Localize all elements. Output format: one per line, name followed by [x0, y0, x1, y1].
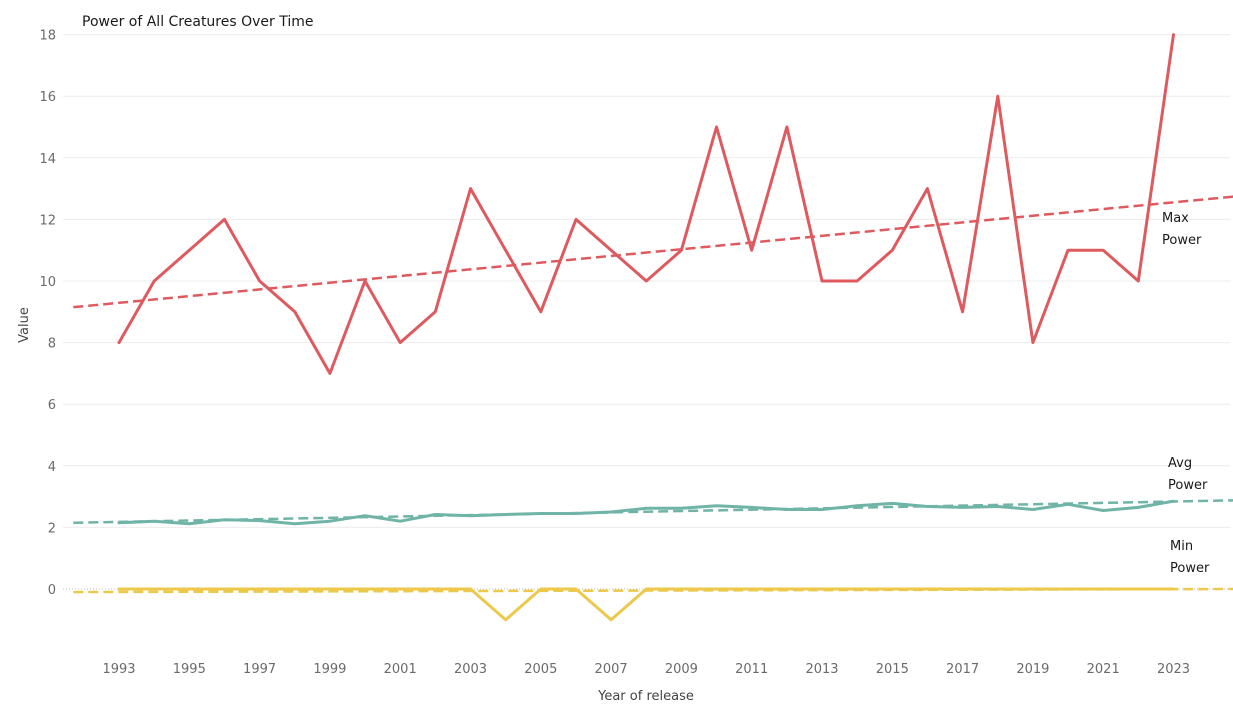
x-axis-ticks: 1993 1995 1997 1999 2001 2003 2005 2007 2009 2011…: [102, 662, 1190, 677]
x-tick-label-2013: 2013: [805, 662, 838, 677]
series-label-min-power: Min Power: [1170, 539, 1210, 576]
series-lines: [117, 33, 1175, 622]
x-tick-label-2001: 2001: [384, 662, 417, 677]
y-tick-label-18: 18: [39, 29, 56, 44]
x-tick-label-2017: 2017: [946, 662, 979, 677]
trendline-avg-power: [73, 499, 1233, 525]
x-tick-label-2003: 2003: [454, 662, 487, 677]
y-axis-ticks: 18 16 14 12 10 8 6 4 2 0: [39, 29, 56, 598]
trendlines: [73, 195, 1233, 594]
y-tick-label-8: 8: [48, 337, 56, 352]
y-tick-label-2: 2: [48, 521, 56, 536]
x-tick-label-2023: 2023: [1157, 662, 1190, 677]
series-line-avg-power: [117, 499, 1175, 526]
y-axis-title: Value: [17, 307, 32, 343]
x-tick-label-2019: 2019: [1016, 662, 1049, 677]
x-tick-label-1997: 1997: [243, 662, 276, 677]
series-line-max-power: [117, 33, 1175, 375]
series-label-max-power: Max Power: [1162, 211, 1202, 248]
x-tick-label-1993: 1993: [102, 662, 135, 677]
x-tick-label-1999: 1999: [313, 662, 346, 677]
trendline-max-power: [73, 195, 1233, 309]
x-tick-label-2015: 2015: [876, 662, 909, 677]
x-tick-label-1995: 1995: [173, 662, 206, 677]
x-axis-title: Year of release: [597, 689, 694, 704]
x-tick-label-2011: 2011: [735, 662, 768, 677]
series-label-avg-power: Avg Power: [1168, 456, 1208, 493]
y-tick-label-16: 16: [39, 90, 56, 105]
y-tick-label-6: 6: [48, 398, 56, 413]
series-line-min-power: [117, 587, 1175, 622]
chart-title: Power of All Creatures Over Time: [82, 14, 314, 30]
y-tick-label-10: 10: [39, 275, 56, 290]
x-tick-label-2005: 2005: [524, 662, 557, 677]
y-tick-label-0: 0: [48, 583, 56, 598]
y-tick-label-12: 12: [39, 213, 56, 228]
x-tick-label-2009: 2009: [665, 662, 698, 677]
series-labels: Max Power Avg Power Min Power: [1162, 211, 1210, 576]
x-tick-label-2021: 2021: [1087, 662, 1120, 677]
y-tick-label-14: 14: [39, 152, 56, 167]
y-tick-label-4: 4: [48, 460, 56, 475]
x-tick-label-2007: 2007: [595, 662, 628, 677]
